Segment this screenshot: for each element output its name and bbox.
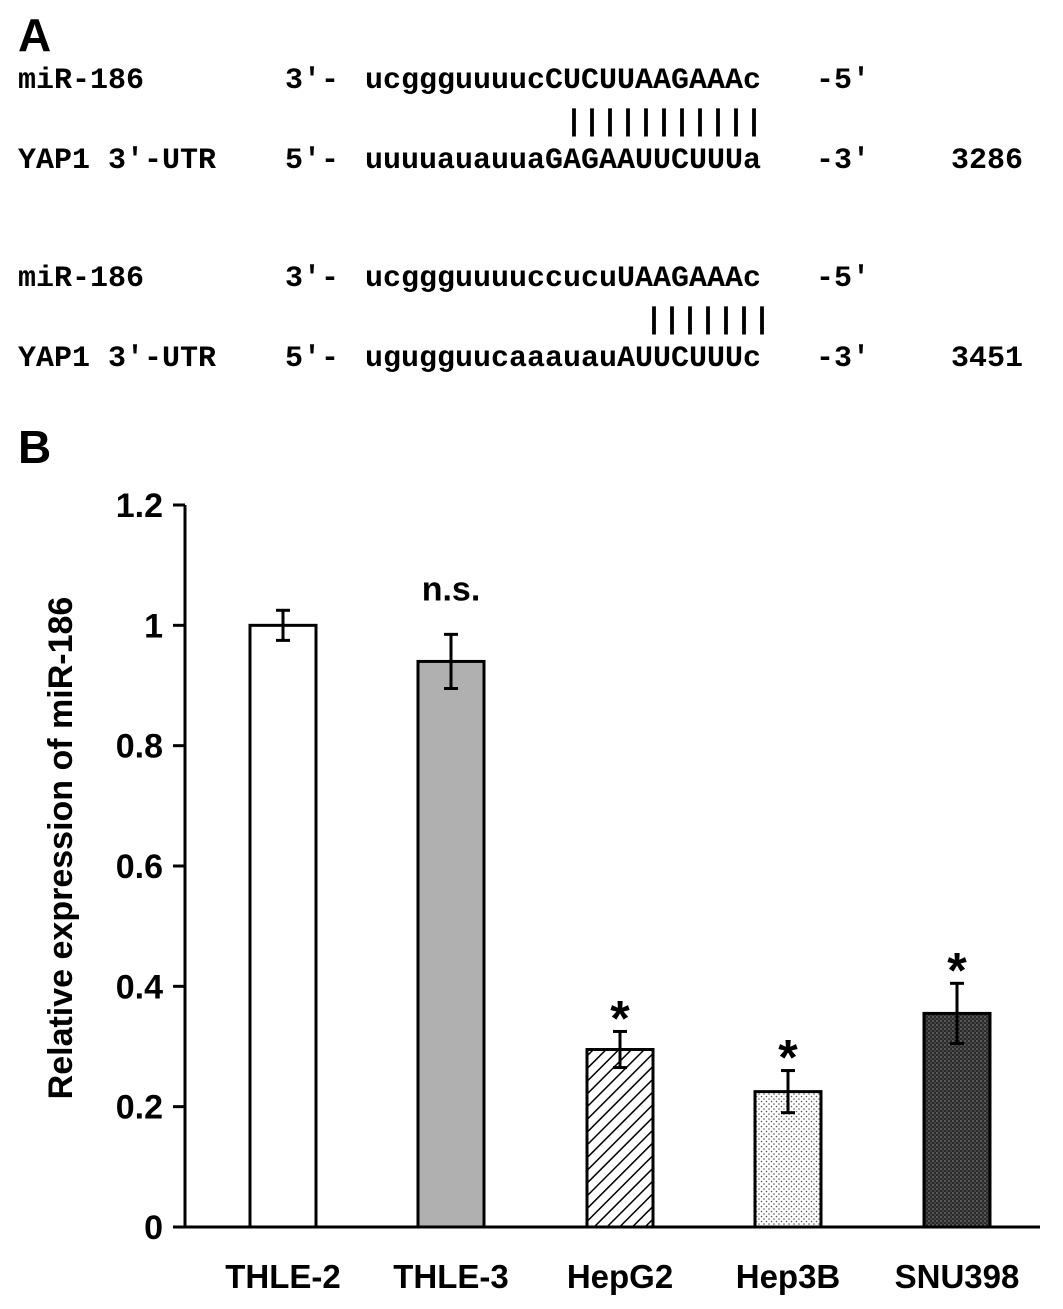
bar-thle-2: [248, 623, 318, 1229]
bar-thle-3: [416, 659, 486, 1229]
x-tick-label: SNU398: [895, 1258, 1020, 1295]
alignment-2-pairing: |||||||: [645, 304, 772, 338]
y-axis: 0 0.2 0.4 0.6 0.8 1 1.2: [116, 487, 187, 1247]
y-tick-label: 0.6: [116, 848, 163, 886]
alignment-1-target-name: YAP1 3′-UTR: [18, 144, 217, 178]
panel-a-label: A: [18, 9, 52, 61]
y-tick-label: 0: [144, 1209, 163, 1247]
alignment-2-target-seq: ugugguucaaauauAUUCUUUc: [365, 342, 762, 376]
bar-hepg2: [585, 1048, 655, 1229]
alignment-2-target-name: YAP1 3′-UTR: [18, 342, 217, 376]
alignment-1-position: 3286: [951, 144, 1024, 178]
y-tick-label: 0.4: [116, 968, 163, 1006]
significance-label: *: [778, 1030, 798, 1086]
bar-hep3b: [753, 1090, 823, 1229]
alignment-2-mirna-tail: -5′: [816, 262, 871, 296]
x-tick-label: THLE-2: [225, 1258, 341, 1295]
bars: n.s. * * *: [248, 570, 992, 1229]
alignment-2-target-tail: -3′: [816, 342, 871, 376]
significance-label: *: [947, 942, 967, 998]
significance-label: n.s.: [422, 570, 481, 608]
x-axis: THLE-2 THLE-3 HepG2 Hep3B SNU398: [185, 1225, 1040, 1295]
x-tick-label: THLE-3: [393, 1258, 509, 1295]
x-tick-label: HepG2: [567, 1258, 673, 1295]
alignment-1-mirna-name: miR-186: [18, 64, 145, 98]
y-axis-title: Relative expression of miR-186: [42, 597, 80, 1100]
y-tick-label: 0.2: [116, 1089, 163, 1127]
y-tick-label: 0.8: [116, 728, 163, 766]
alignment-1-target-end: 5′-: [285, 144, 340, 178]
y-tick-label: 1: [144, 607, 163, 645]
alignment-2-mirna-name: miR-186: [18, 262, 145, 296]
alignment-1-mirna-tail: -5′: [816, 64, 871, 98]
alignment-1-mirna-end: 3′-: [285, 64, 340, 98]
significance-label: *: [610, 990, 630, 1046]
x-tick-label: Hep3B: [736, 1258, 841, 1295]
alignment-1-pairing: |||||||||||: [565, 106, 764, 140]
bar-snu398: [922, 1011, 992, 1229]
alignment-1-target-tail: -3′: [816, 144, 871, 178]
y-tick-label: 1.2: [116, 487, 163, 525]
panel-b-label: B: [18, 421, 52, 473]
alignment-2-mirna-seq: ucggguuuuccucuUAAGAAAc: [365, 262, 762, 296]
alignment-1-target-seq: uuuuauauuaGAGAAUUCUUUa: [365, 144, 762, 178]
alignment-2-mirna-end: 3′-: [285, 262, 340, 296]
alignment-1-mirna-seq: ucggguuuucCUCUUAAGAAAc: [365, 64, 762, 98]
alignment-2-position: 3451: [951, 342, 1024, 376]
alignment-2-target-end: 5′-: [285, 342, 340, 376]
